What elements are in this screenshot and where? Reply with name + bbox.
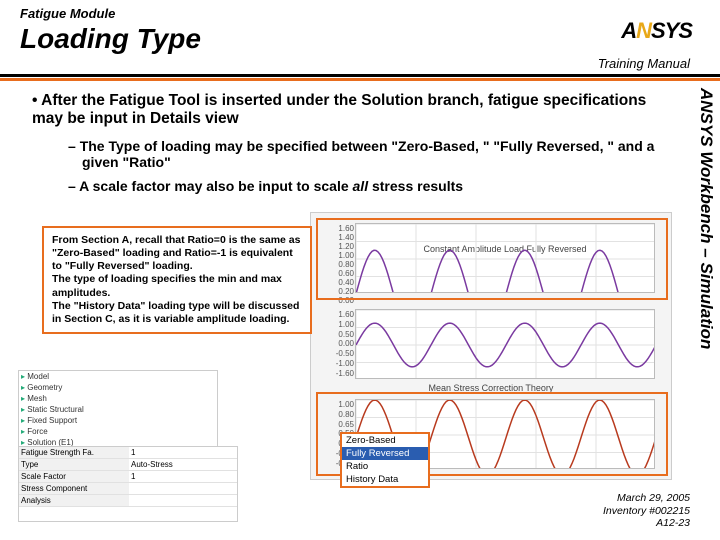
callout-text: From Section A, recall that Ratio=0 is t… — [52, 234, 302, 326]
tree-item[interactable]: Force — [19, 426, 217, 437]
details-row[interactable]: TypeAuto-Stress — [19, 459, 237, 471]
dropdown-option[interactable]: Ratio — [342, 460, 428, 473]
bullet-level2-a: The Type of loading may be specified bet… — [68, 138, 678, 170]
bullet-level1: After the Fatigue Tool is inserted under… — [32, 92, 678, 128]
details-grid[interactable]: Fatigue Strength Fa.1TypeAuto-StressScal… — [18, 446, 238, 522]
loading-type-dropdown[interactable]: Zero-BasedFully ReversedRatioHistory Dat… — [340, 432, 430, 488]
training-manual-label: Training Manual — [598, 56, 690, 71]
chart2-wave — [356, 310, 654, 378]
details-row[interactable]: Analysis — [19, 495, 237, 507]
dropdown-option[interactable]: History Data — [342, 473, 428, 486]
details-row[interactable]: Scale Factor1 — [19, 471, 237, 483]
ansys-logo: ANSYS — [621, 18, 692, 44]
slide-footer: March 29, 2005 Inventory #002215 A12-23 — [603, 492, 690, 530]
tree-item[interactable]: Static Structural — [19, 404, 217, 415]
details-row[interactable]: Fatigue Strength Fa.1 — [19, 447, 237, 459]
details-row[interactable]: Stress Component — [19, 483, 237, 495]
callout-box: From Section A, recall that Ratio=0 is t… — [42, 226, 312, 334]
slide-title: Loading Type — [20, 23, 700, 55]
chart2-ylabels: 1.601.000.500.00-0.50-1.00-1.60 — [328, 310, 354, 378]
dropdown-option[interactable]: Fully Reversed — [342, 447, 428, 460]
divider-orange — [0, 78, 720, 81]
bullet-level2-b: A scale factor may also be input to scal… — [68, 178, 678, 194]
tree-item[interactable]: Model — [19, 371, 217, 382]
content-body: After the Fatigue Tool is inserted under… — [32, 92, 678, 202]
dropdown-option[interactable]: Zero-Based — [342, 434, 428, 447]
footer-page: A12-23 — [603, 517, 690, 530]
slide: Fatigue Module Loading Type ANSYS Traini… — [0, 0, 720, 540]
footer-inventory: Inventory #002215 — [603, 505, 690, 518]
highlight-chart-top — [316, 218, 668, 300]
header: Fatigue Module Loading Type — [0, 0, 720, 55]
tree-item[interactable]: Geometry — [19, 382, 217, 393]
chart-2: 1.601.000.500.00-0.50-1.00-1.60 — [355, 309, 655, 379]
tree-item[interactable]: Fixed Support — [19, 415, 217, 426]
tree-item[interactable]: Mesh — [19, 393, 217, 404]
side-label: ANSYS Workbench – Simulation — [692, 88, 716, 488]
footer-date: March 29, 2005 — [603, 492, 690, 505]
module-label: Fatigue Module — [20, 6, 700, 21]
divider-black — [0, 74, 720, 77]
